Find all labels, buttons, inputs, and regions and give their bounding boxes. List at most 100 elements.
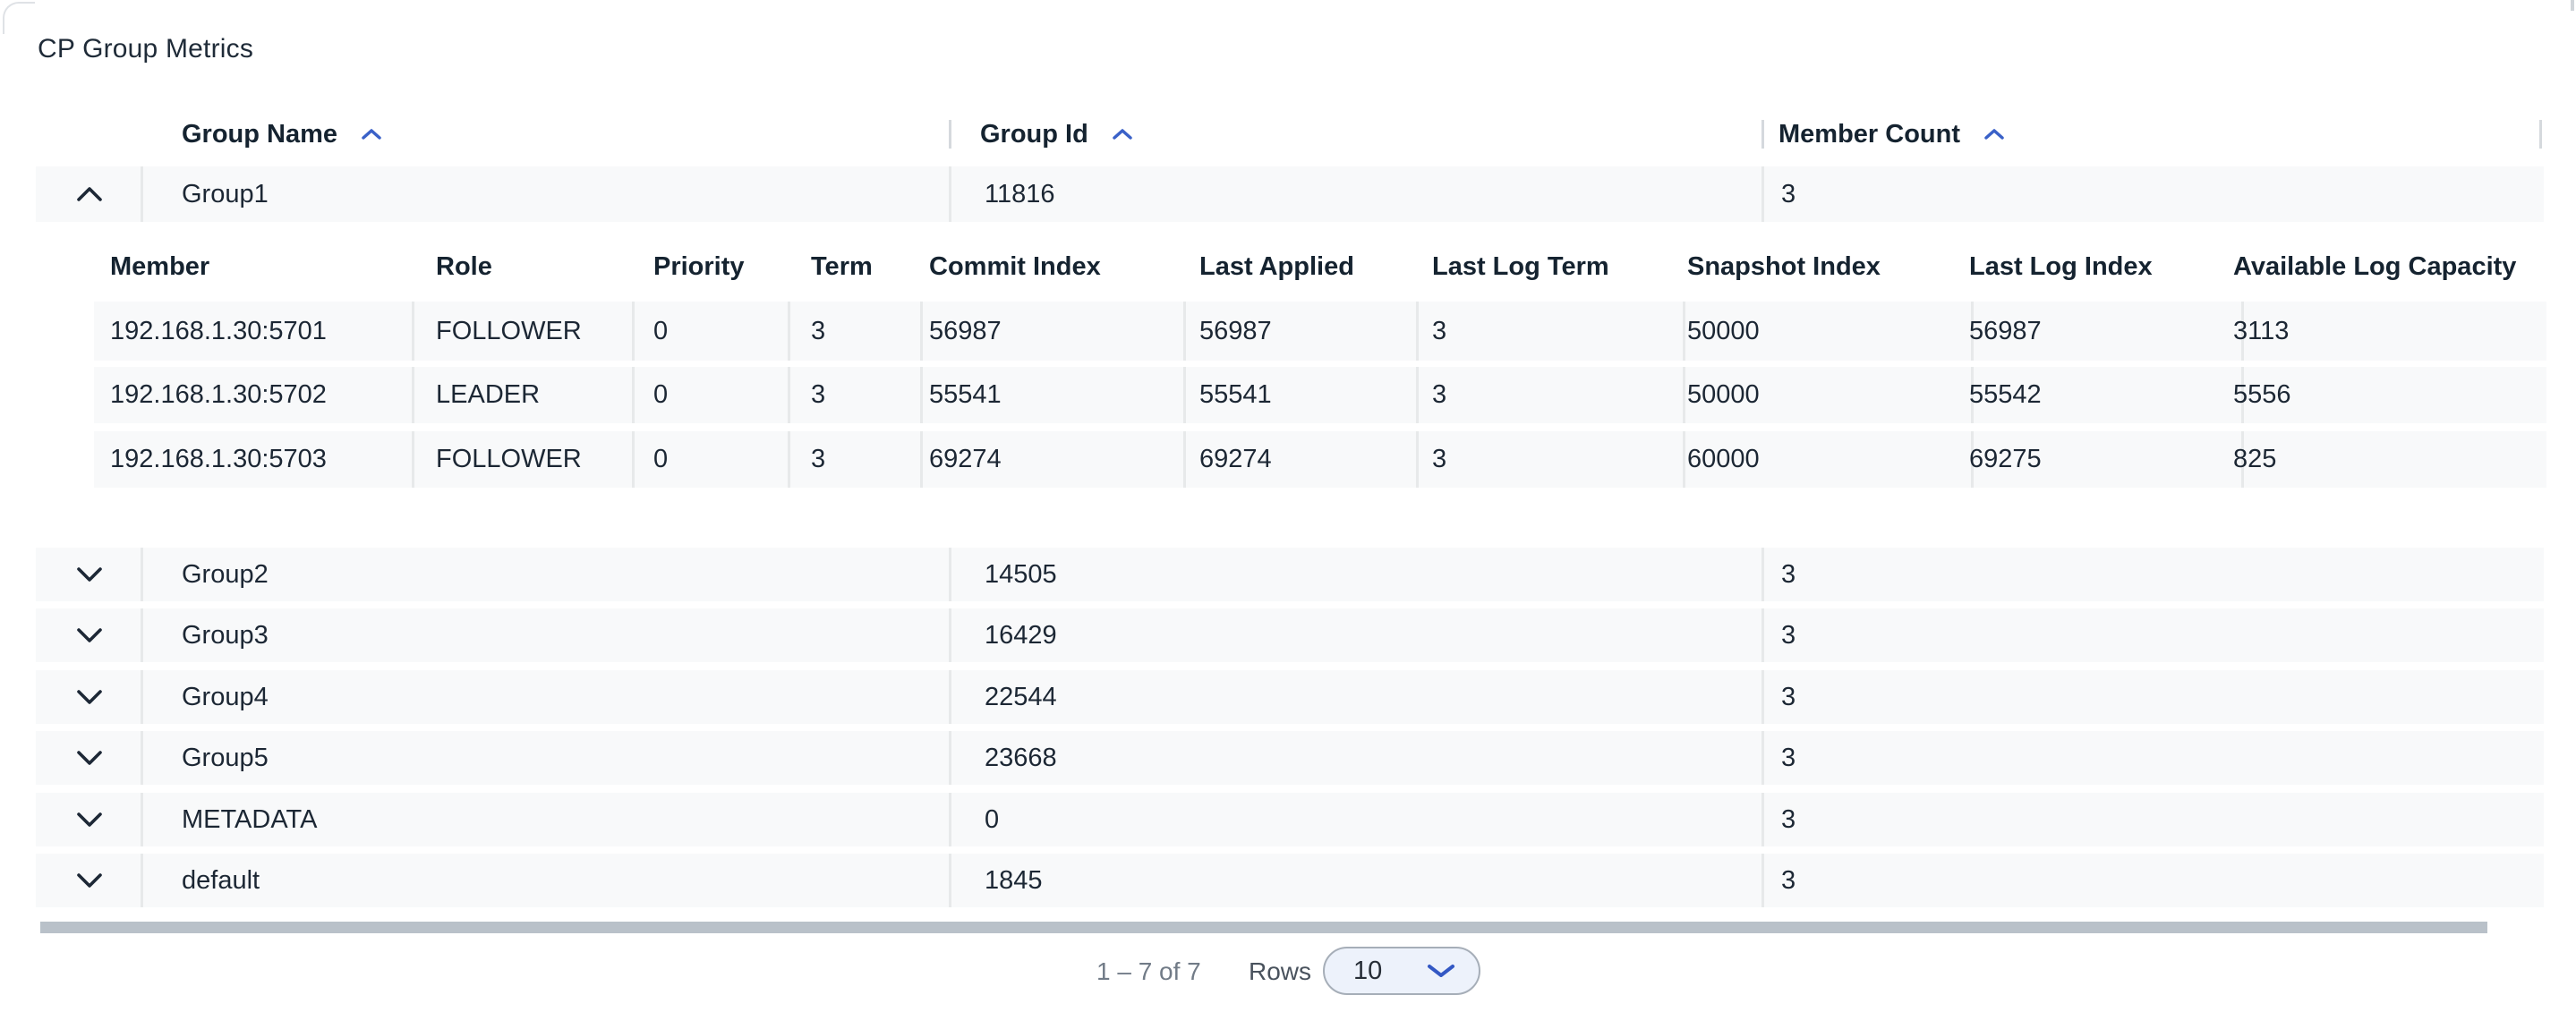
member-cell: 0 (653, 445, 669, 473)
member-cell: 55541 (929, 380, 1002, 409)
member-cell: 192.168.1.30:5701 (110, 316, 327, 345)
member-column-divider (920, 367, 923, 423)
member-column-divider (2241, 367, 2244, 423)
member-cell: 5556 (2233, 380, 2291, 409)
member-cell: 3 (1432, 316, 1447, 345)
header-column-divider (2539, 120, 2542, 149)
member-cell: 50000 (1687, 316, 1760, 345)
row-column-divider (1761, 166, 1764, 222)
group-name-cell: Group3 (182, 620, 269, 650)
member-cell: 56987 (1969, 316, 2042, 345)
member-column-header: Available Log Capacity (2233, 251, 2517, 281)
member-column-divider (788, 302, 790, 361)
expand-chevron-icon[interactable] (72, 608, 107, 662)
member-table-header-row: Member Role Priority Term Commit Index Last A… (94, 243, 2546, 290)
member-column-divider (1416, 302, 1419, 361)
member-column-divider (1416, 367, 1419, 423)
member-column-divider (1416, 431, 1419, 488)
header-column-divider (949, 120, 951, 149)
column-header-member-count[interactable]: Member Count (1778, 111, 2007, 157)
row-column-divider (949, 731, 951, 785)
member-count-cell: 3 (1781, 743, 1796, 772)
rows-per-page-label: Rows (1249, 957, 1312, 985)
member-column-divider (632, 431, 635, 488)
group-row[interactable]: Group3 16429 3 (36, 608, 2544, 662)
member-cell: 0 (653, 380, 669, 409)
member-cell: 825 (2233, 445, 2277, 473)
sort-ascending-icon[interactable] (1982, 127, 2007, 141)
member-count-cell: 3 (1781, 865, 1796, 895)
expand-chevron-icon[interactable] (72, 670, 107, 724)
group-id-cell: 11816 (985, 179, 1055, 208)
member-column-divider (632, 367, 635, 423)
row-column-divider (141, 166, 143, 222)
group-name-cell: METADATA (182, 804, 318, 834)
column-header-group-name[interactable]: Group Name (182, 111, 384, 157)
row-column-divider (141, 548, 143, 601)
group-row[interactable]: METADATA 0 3 (36, 793, 2544, 846)
group-id-cell: 1845 (985, 865, 1043, 895)
group-row[interactable]: Group2 14505 3 (36, 548, 2544, 601)
chevron-down-icon (1425, 962, 1457, 980)
collapse-chevron-icon[interactable] (72, 166, 107, 222)
member-cell: 3 (1432, 445, 1447, 473)
expand-chevron-icon[interactable] (72, 793, 107, 846)
member-column-divider (1183, 431, 1186, 488)
member-row: 192.168.1.30:5703 FOLLOWER 0 3 69274 69274 3 60… (94, 431, 2546, 488)
member-count-cell: 3 (1781, 559, 1796, 589)
row-column-divider (141, 854, 143, 907)
header-column-divider (1761, 120, 1764, 149)
member-column-divider (788, 431, 790, 488)
sort-ascending-icon[interactable] (1110, 127, 1135, 141)
rows-per-page-select[interactable]: 10 (1323, 947, 1480, 995)
scrollbar-thumb[interactable] (40, 922, 2487, 933)
sort-ascending-icon[interactable] (359, 127, 384, 141)
member-column-header: Commit Index (929, 251, 1101, 281)
member-column-divider (412, 367, 414, 423)
row-column-divider (141, 793, 143, 846)
member-cell: FOLLOWER (436, 445, 582, 473)
member-column-header: Snapshot Index (1687, 251, 1881, 281)
member-column-divider (2241, 431, 2244, 488)
member-column-header: Last Log Term (1432, 251, 1609, 281)
member-cell: 69275 (1969, 445, 2042, 473)
group-row[interactable]: Group1 11816 3 (36, 166, 2544, 222)
group-id-cell: 14505 (985, 559, 1057, 589)
row-column-divider (1761, 548, 1764, 601)
member-cell: LEADER (436, 380, 541, 409)
member-column-divider (1183, 367, 1186, 423)
member-column-header: Role (436, 251, 492, 281)
group-name-cell: default (182, 865, 260, 895)
member-row: 192.168.1.30:5702 LEADER 0 3 55541 55541 3 5000… (94, 367, 2546, 423)
column-header-label: Member Count (1778, 119, 1960, 149)
member-column-divider (412, 302, 414, 361)
member-count-cell: 3 (1781, 804, 1796, 834)
column-header-label: Group Id (980, 119, 1088, 149)
member-cell: FOLLOWER (436, 316, 582, 345)
expand-chevron-icon[interactable] (72, 731, 107, 785)
member-count-cell: 3 (1781, 179, 1796, 208)
member-cell: 60000 (1687, 445, 1760, 473)
expand-chevron-icon[interactable] (72, 854, 107, 907)
card-edge (2571, 0, 2574, 11)
member-column-header: Last Log Index (1969, 251, 2153, 281)
row-column-divider (141, 670, 143, 724)
member-column-divider (1183, 302, 1186, 361)
group-row[interactable]: Group5 23668 3 (36, 731, 2544, 785)
member-cell: 3113 (2233, 316, 2290, 345)
horizontal-scrollbar[interactable] (36, 922, 2576, 933)
expand-chevron-icon[interactable] (72, 548, 107, 601)
group-row[interactable]: Group4 22544 3 (36, 670, 2544, 724)
member-column-divider (2241, 302, 2244, 361)
rows-per-page-value: 10 (1353, 956, 1383, 985)
column-header-group-id[interactable]: Group Id (980, 111, 1135, 157)
row-column-divider (949, 793, 951, 846)
group-row[interactable]: default 1845 3 (36, 854, 2544, 907)
member-cell: 192.168.1.30:5703 (110, 445, 327, 473)
member-cell: 50000 (1687, 380, 1760, 409)
row-column-divider (1761, 854, 1764, 907)
member-cell: 55541 (1199, 380, 1272, 409)
member-column-header: Priority (653, 251, 745, 281)
row-column-divider (949, 548, 951, 601)
